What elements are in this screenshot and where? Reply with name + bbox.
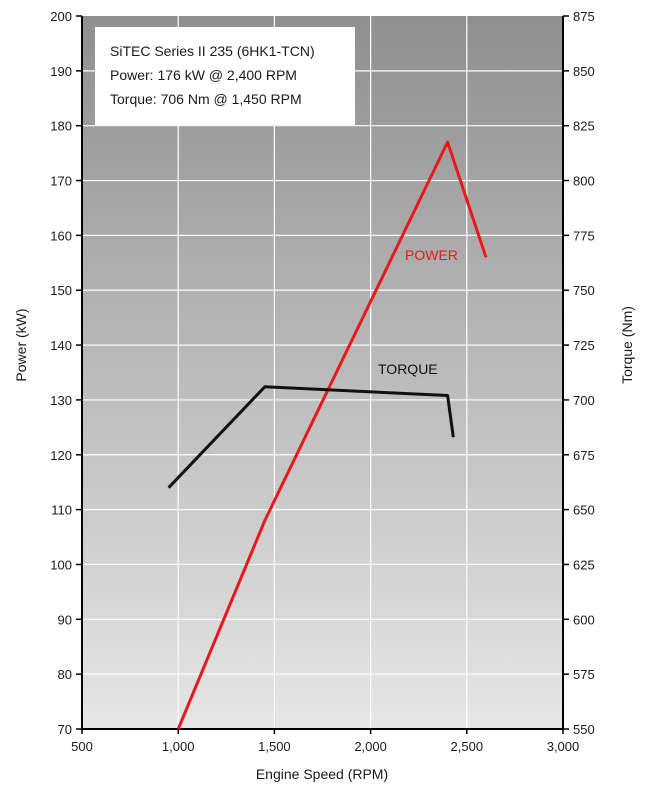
y-right-tick-label: 750 bbox=[573, 283, 595, 298]
y-right-tick-label: 725 bbox=[573, 338, 595, 353]
y-left-tick-label: 90 bbox=[58, 612, 72, 627]
x-tick-label: 3,000 bbox=[547, 739, 580, 754]
y-right-tick-label: 600 bbox=[573, 612, 595, 627]
y-right-tick-label: 575 bbox=[573, 667, 595, 682]
torque-series-line bbox=[167, 385, 455, 489]
info-box-background bbox=[95, 27, 355, 125]
y-right-tick-label: 800 bbox=[573, 174, 595, 189]
y-right-tick-label: 850 bbox=[573, 64, 595, 79]
y-right-tick-label: 825 bbox=[573, 119, 595, 134]
y-left-tick-label: 130 bbox=[50, 393, 72, 408]
y-left-tick-label: 190 bbox=[50, 64, 72, 79]
y-left-tick-label: 160 bbox=[50, 228, 72, 243]
x-tick-label: 1,500 bbox=[258, 739, 291, 754]
power-series-label: POWER bbox=[405, 247, 458, 263]
y-left-tick-label: 150 bbox=[50, 283, 72, 298]
y-left-tick-label: 200 bbox=[50, 9, 72, 24]
y-left-tick-label: 120 bbox=[50, 448, 72, 463]
y-axis-title-left: Power (kW) bbox=[13, 308, 29, 381]
y-left-tick-label: 70 bbox=[58, 722, 72, 737]
x-axis-title: Engine Speed (RPM) bbox=[256, 766, 388, 782]
y-right-tick-label: 675 bbox=[573, 448, 595, 463]
power-series-line bbox=[176, 140, 488, 730]
y-right-tick-label: 550 bbox=[573, 722, 595, 737]
x-tick-label: 500 bbox=[71, 739, 93, 754]
y-right-tick-label: 775 bbox=[573, 228, 595, 243]
y-left-tick-label: 170 bbox=[50, 174, 72, 189]
y-left-tick-label: 110 bbox=[51, 503, 72, 518]
y-right-tick-label: 625 bbox=[573, 557, 595, 572]
y-left-tick-label: 180 bbox=[50, 119, 72, 134]
y-right-tick-label: 700 bbox=[573, 393, 595, 408]
series-layer bbox=[167, 140, 488, 730]
x-tick-label: 2,000 bbox=[354, 739, 387, 754]
x-tick-label: 2,500 bbox=[451, 739, 484, 754]
info-line-model: SiTEC Series II 235 (6HK1-TCN) bbox=[110, 43, 315, 59]
x-tick-label: 1,000 bbox=[162, 739, 195, 754]
y-left-tick-label: 140 bbox=[50, 338, 72, 353]
y-right-tick-label: 650 bbox=[573, 503, 595, 518]
y-axis-title-right: Torque (Nm) bbox=[619, 306, 635, 384]
info-box: SiTEC Series II 235 (6HK1-TCN) Power: 17… bbox=[95, 27, 355, 125]
info-line-torque: Torque: 706 Nm @ 1,450 RPM bbox=[110, 91, 302, 107]
info-line-power: Power: 176 kW @ 2,400 RPM bbox=[110, 67, 297, 83]
axes: 500 1,000 1,500 2,000 2,500 3,000 70 80 90 100 110… bbox=[50, 9, 594, 754]
torque-series-label: TORQUE bbox=[378, 361, 438, 377]
y-right-tick-label: 875 bbox=[573, 9, 595, 24]
y-left-tick-label: 80 bbox=[58, 667, 72, 682]
y-left-tick-label: 100 bbox=[50, 557, 72, 572]
plot-background bbox=[82, 16, 563, 729]
